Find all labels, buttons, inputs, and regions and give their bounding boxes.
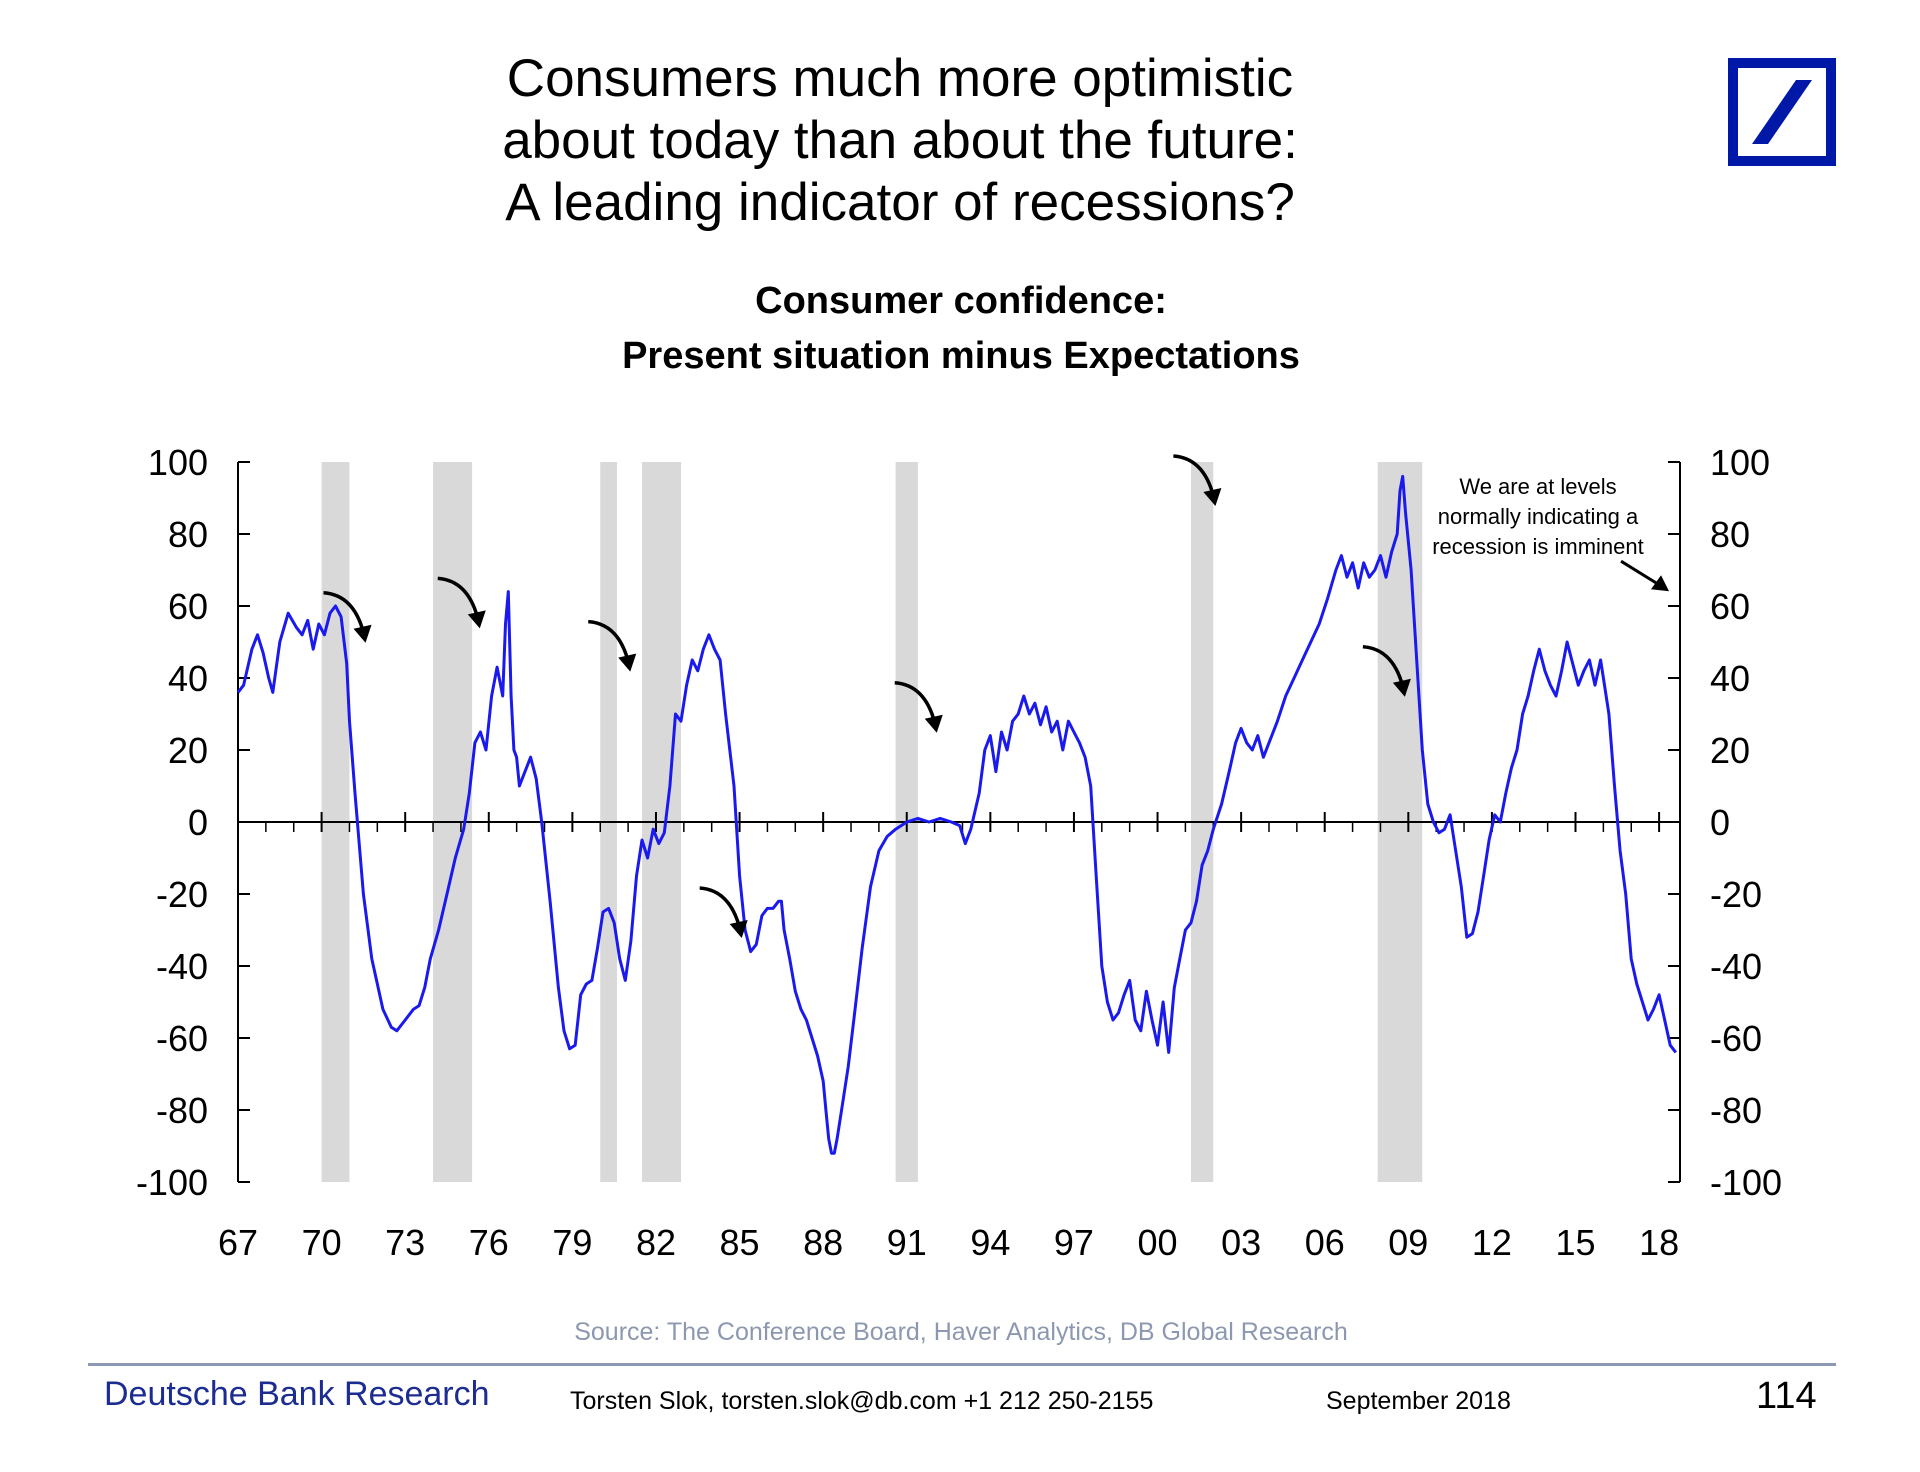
annotation-line: normally indicating a: [1438, 504, 1639, 529]
page-number: 114: [1756, 1375, 1817, 1417]
x-tick-label: 03: [1221, 1222, 1261, 1263]
y-tick-label-right: 0: [1710, 802, 1730, 843]
peak-arrow-head: [353, 624, 372, 643]
peak-arrow-shaft: [1173, 454, 1216, 497]
x-tick-label: 70: [302, 1222, 342, 1263]
y-tick-label-left: 0: [188, 802, 208, 843]
x-axis-ticks: 67 70 73 76 79 82 85 88 91 94 97 00 03 06 09 12 15 18: [218, 812, 1679, 1263]
y-tick-label-right: 100: [1710, 442, 1770, 483]
y-tick-label-right: -60: [1710, 1018, 1762, 1059]
deutsche-bank-logo-icon: [1728, 58, 1836, 166]
chart-title-line: Consumer confidence:: [755, 280, 1167, 322]
x-tick-label: 73: [385, 1222, 425, 1263]
y-tick-label-right: 80: [1710, 514, 1750, 555]
peak-arrow-shaft: [1362, 645, 1405, 688]
y-tick-label-left: 100: [148, 442, 208, 483]
y-tick-label-right: 20: [1710, 730, 1750, 771]
footer-author: Torsten Slok, torsten.slok@db.com +1 212…: [570, 1387, 1154, 1415]
x-tick-label: 85: [720, 1222, 760, 1263]
x-tick-label: 15: [1555, 1222, 1595, 1263]
peak-arrow-icon: [1173, 454, 1222, 506]
y-tick-label-right: -100: [1710, 1162, 1782, 1203]
y-tick-label-left: 80: [168, 514, 208, 555]
annotation-arrow-head: [1651, 575, 1670, 592]
x-tick-label: 00: [1138, 1222, 1178, 1263]
slide-title-line: Consumers much more optimistic: [506, 49, 1294, 108]
peak-arrow-icon: [894, 681, 943, 733]
peak-arrow-head: [467, 610, 486, 629]
peak-arrow-head: [1392, 678, 1411, 697]
peak-arrow-icon: [588, 619, 637, 672]
y-tick-label-left: -80: [156, 1090, 208, 1131]
y-tick-label-right: 60: [1710, 586, 1750, 627]
x-tick-label: 06: [1305, 1222, 1345, 1263]
y-tick-label-left: -100: [136, 1162, 208, 1203]
annotation-line: We are at levels: [1459, 474, 1616, 499]
slide-title-line: A leading indicator of recessions?: [505, 173, 1295, 232]
y-tick-label-left: 40: [168, 658, 208, 699]
footer-brand: Deutsche Bank Research: [104, 1375, 490, 1413]
y-tick-label-right: -80: [1710, 1090, 1762, 1131]
x-tick-label: 09: [1388, 1222, 1428, 1263]
series-lines: [236, 474, 1677, 1155]
x-tick-label: 12: [1472, 1222, 1512, 1263]
y-tick-label-left: 20: [168, 730, 208, 771]
y-axis-ticks: 100 100 80 80 60 60 40 40 20 20 0 0 -20 -20 -40 -40 -60 -…: [136, 442, 1782, 1203]
x-tick-label: 76: [469, 1222, 509, 1263]
slide-title-line: about today than about the future:: [502, 111, 1298, 170]
peak-arrow-icon: [699, 886, 748, 938]
peak-arrow-head: [1203, 488, 1222, 506]
x-tick-label: 79: [552, 1222, 592, 1263]
y-tick-label-left: -40: [156, 946, 208, 987]
y-tick-label-right: -20: [1710, 874, 1762, 915]
y-tick-label-left: 60: [168, 586, 208, 627]
y-tick-label-left: -20: [156, 874, 208, 915]
chart-title: Consumer confidence: Present situation m…: [0, 274, 1920, 384]
x-tick-label: 91: [887, 1222, 927, 1263]
peak-arrows: [323, 454, 1411, 938]
peak-arrow-head: [618, 653, 637, 672]
peak-arrow-icon: [323, 591, 372, 643]
x-tick-label: 67: [218, 1222, 258, 1263]
x-tick-label: 94: [970, 1222, 1010, 1263]
chart-subtitle-line: Present situation minus Expectations: [622, 335, 1300, 377]
y-tick-label-right: -40: [1710, 946, 1762, 987]
footer-divider: [88, 1363, 1836, 1366]
x-tick-label: 82: [636, 1222, 676, 1263]
peak-arrow-shaft: [323, 591, 366, 634]
x-tick-label: 97: [1054, 1222, 1094, 1263]
x-tick-label: 18: [1639, 1222, 1679, 1263]
peak-arrow-shaft: [588, 619, 630, 663]
peak-arrow-shaft: [894, 681, 937, 724]
slide-title: Consumers much more optimistic about tod…: [0, 48, 1800, 234]
peak-arrow-head: [924, 714, 943, 733]
series-line: [236, 474, 1677, 1155]
y-tick-label-right: 40: [1710, 658, 1750, 699]
peak-arrow-shaft: [699, 886, 742, 929]
peak-arrow-head: [729, 920, 748, 938]
footer-date: September 2018: [1326, 1387, 1511, 1415]
peak-arrow-shaft: [437, 576, 480, 619]
x-tick-label: 88: [803, 1222, 843, 1263]
peak-arrow-icon: [1362, 645, 1411, 697]
y-tick-label-left: -60: [156, 1018, 208, 1059]
peak-arrow-icon: [437, 576, 486, 629]
annotation: We are at levels normally indicating a r…: [1432, 474, 1670, 592]
source-note: Source: The Conference Board, Haver Anal…: [574, 1318, 1348, 1346]
annotation-line: recession is imminent: [1432, 534, 1644, 559]
